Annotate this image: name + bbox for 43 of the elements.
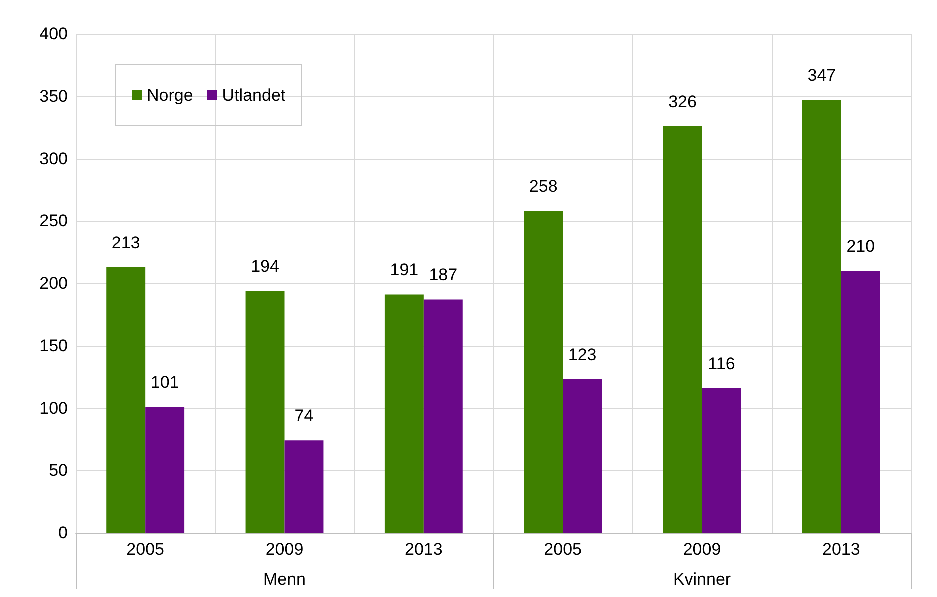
y-tick-label: 300: [40, 149, 68, 168]
y-tick-label: 200: [40, 274, 68, 293]
y-tick-label: 400: [40, 24, 68, 44]
x-tick-label: 2013: [405, 540, 443, 559]
bar: [146, 407, 185, 533]
bar: [284, 440, 324, 533]
data-label: 123: [568, 346, 597, 365]
data-label: 101: [150, 373, 180, 392]
y-tick-label: 250: [40, 212, 68, 231]
data-label: 258: [529, 177, 558, 196]
bar: [246, 290, 285, 533]
legend-label: Norge: [147, 86, 194, 105]
legend-label: Utlandet: [222, 86, 286, 105]
y-tick-label: 150: [40, 336, 68, 356]
x-tick-label: 2009: [683, 540, 722, 559]
bar: [702, 388, 742, 533]
y-tick-label: 50: [49, 461, 68, 480]
bar: [384, 294, 424, 533]
data-label: 194: [251, 256, 280, 276]
bar: [424, 300, 463, 533]
bar: [802, 100, 842, 533]
data-label: 213: [112, 233, 140, 252]
x-tick-label: 2005: [126, 540, 164, 559]
bar: [663, 126, 702, 533]
y-tick-label: 100: [40, 398, 68, 418]
data-label: 191: [390, 260, 419, 280]
text: Menn: [263, 570, 306, 589]
data-label: 187: [429, 266, 458, 285]
data-label: 74: [294, 406, 314, 426]
data-label: 116: [708, 354, 736, 374]
data-label: 210: [846, 237, 876, 256]
x-tick-label: 2005: [544, 540, 582, 559]
data-label: 326: [668, 92, 697, 112]
y-tick-label: 0: [58, 524, 68, 542]
bar: [841, 271, 880, 533]
y-tick-label: 350: [40, 86, 68, 106]
text: Kvinner: [673, 570, 732, 589]
bar: [524, 211, 564, 533]
x-tick-label: 2013: [822, 540, 860, 559]
bar: [106, 267, 146, 533]
x-tick-label: 2009: [266, 540, 304, 559]
bar: [563, 380, 602, 533]
data-label: 347: [808, 66, 836, 86]
